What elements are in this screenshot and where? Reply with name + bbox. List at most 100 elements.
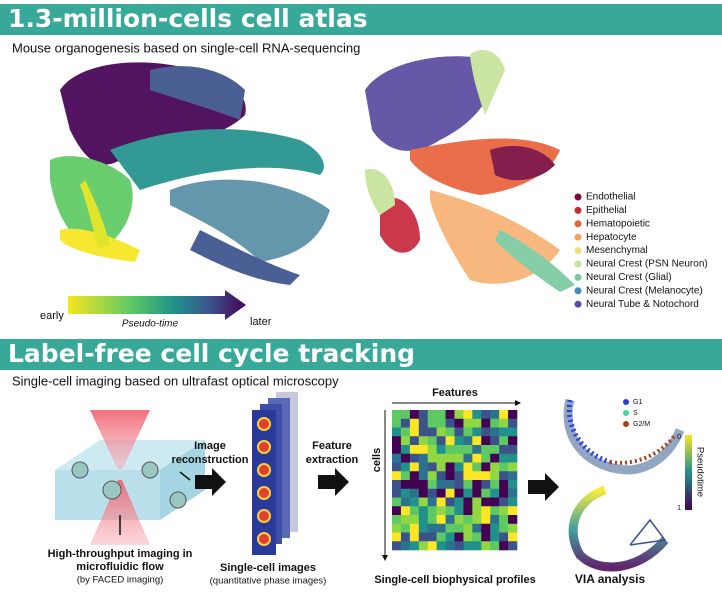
heatmap-cell xyxy=(409,488,420,498)
heatmap-cell xyxy=(445,427,455,437)
heatmap-cell xyxy=(463,480,473,490)
process-arrow xyxy=(195,468,226,496)
heatmap-cell xyxy=(400,523,411,533)
heatmap-cell xyxy=(392,506,402,516)
heatmap-cell xyxy=(490,471,500,481)
step-title: High-throughput imaging in xyxy=(48,548,193,560)
step-title: microfluidic flow xyxy=(76,561,164,573)
heatmap-cell xyxy=(454,515,464,525)
axis-label: Features xyxy=(432,387,478,399)
heatmap-cell xyxy=(508,480,518,490)
heatmap-cell xyxy=(490,541,500,551)
section-title: Label-free cell cycle tracking xyxy=(8,339,415,368)
heatmap-cell xyxy=(418,410,429,420)
heatmap-cell xyxy=(472,523,482,533)
celltype-embedding xyxy=(365,50,575,292)
heatmap-cell xyxy=(454,436,464,446)
heatmap-cell xyxy=(436,488,446,498)
legend-swatch xyxy=(574,287,582,295)
heatmap-cell xyxy=(472,445,482,455)
heatmap-cell xyxy=(445,410,455,420)
heatmap-cell xyxy=(400,410,411,420)
heatmap-cell xyxy=(392,453,402,463)
heatmap-cell xyxy=(409,462,420,472)
heatmap-cell xyxy=(392,410,402,420)
heatmap-cell xyxy=(409,532,420,542)
heatmap-cell xyxy=(392,523,402,533)
heatmap-cell xyxy=(508,497,518,507)
heatmap-cell xyxy=(427,445,437,455)
heatmap-cell xyxy=(499,462,509,472)
heatmap-cell xyxy=(499,418,509,428)
heatmap-cell xyxy=(454,506,464,516)
heatmap-cell xyxy=(499,515,509,525)
heatmap-cell xyxy=(472,480,482,490)
heatmap-cell xyxy=(463,488,473,498)
heatmap-cell xyxy=(436,523,446,533)
heatmap-cell xyxy=(427,488,437,498)
heatmap-cell xyxy=(427,418,437,428)
legend-swatch xyxy=(574,233,582,241)
heatmap-cell xyxy=(490,410,500,420)
heatmap-cell xyxy=(418,453,429,463)
heatmap-cell xyxy=(508,418,518,428)
heatmap-cell xyxy=(463,436,473,446)
heatmap-cell xyxy=(454,480,464,490)
heatmap-cell xyxy=(472,418,482,428)
heatmap-cell xyxy=(463,497,473,507)
heatmap-cell xyxy=(392,418,402,428)
heatmap-cell xyxy=(392,541,402,551)
heatmap-cell xyxy=(436,436,446,446)
heatmap-cell xyxy=(472,532,482,542)
heatmap-cell xyxy=(490,462,500,472)
arrow-label: Image xyxy=(194,440,226,452)
heatmap-cell xyxy=(400,532,411,542)
heatmap-cell xyxy=(490,497,500,507)
heatmap-cell xyxy=(445,445,455,455)
heatmap-cell xyxy=(400,471,411,481)
legend-swatch xyxy=(574,300,582,308)
heatmap-cell xyxy=(400,488,411,498)
colorbar-tick: 1 xyxy=(677,505,681,512)
arrow-label: Feature xyxy=(312,440,352,452)
heatmap-cell xyxy=(418,506,429,516)
heatmap-cell xyxy=(436,445,446,455)
heatmap-cell xyxy=(463,418,473,428)
heatmap-cell xyxy=(508,436,518,446)
heatmap-cell xyxy=(427,480,437,490)
heatmap-cell xyxy=(436,480,446,490)
heatmap-cell xyxy=(418,515,429,525)
heatmap-cell xyxy=(392,488,402,498)
heatmap-cell xyxy=(418,418,429,428)
heatmap-cell xyxy=(463,471,473,481)
heatmap-cell xyxy=(427,506,437,516)
heatmap-cell xyxy=(499,410,509,420)
heatmap-cell xyxy=(481,506,491,516)
heatmap-cell xyxy=(436,497,446,507)
heatmap-cell xyxy=(436,418,446,428)
heatmap-cell xyxy=(427,453,437,463)
heatmap-cell xyxy=(490,480,500,490)
heatmap-cell xyxy=(481,436,491,446)
step-title: Single-cell biophysical profiles xyxy=(374,574,535,586)
heatmap-cell xyxy=(427,462,437,472)
legend-swatch xyxy=(574,206,582,214)
heatmap-cell xyxy=(445,506,455,516)
banner xyxy=(0,4,722,35)
arrow-label: extraction xyxy=(306,454,359,466)
heatmap-cell xyxy=(418,497,429,507)
heatmap-cell xyxy=(392,427,402,437)
legend-label: G2/M xyxy=(633,421,650,428)
heatmap-cell xyxy=(409,523,420,533)
heatmap-cell xyxy=(445,480,455,490)
heatmap-cell xyxy=(481,418,491,428)
heatmap-cell xyxy=(472,436,482,446)
heatmap-cell xyxy=(508,506,518,516)
section-subtitle: Mouse organogenesis based on single-cell… xyxy=(12,40,360,55)
heatmap-cell xyxy=(490,532,500,542)
section-subtitle: Single-cell imaging based on ultrafast o… xyxy=(12,373,339,388)
heatmap-cell xyxy=(481,532,491,542)
heatmap-cell xyxy=(392,532,402,542)
heatmap-cell xyxy=(436,427,446,437)
heatmap-cell xyxy=(463,506,473,516)
